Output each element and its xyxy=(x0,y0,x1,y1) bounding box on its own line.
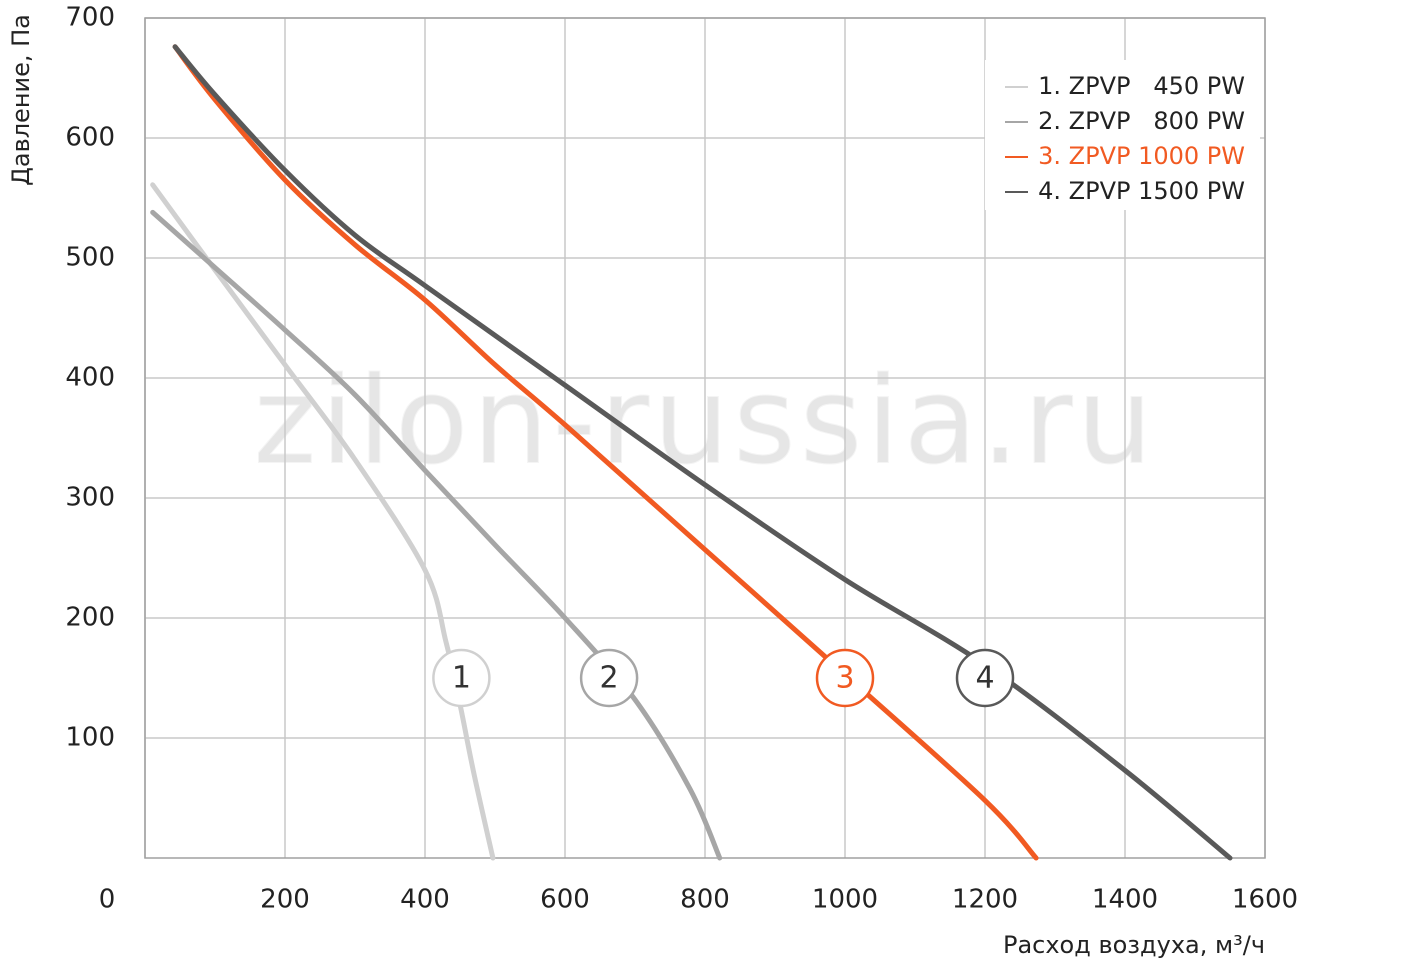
line xyxy=(150,209,723,861)
x-tick-label: 1400 xyxy=(1092,885,1158,915)
plot-frame xyxy=(144,17,1266,859)
x-tick-label: 1200 xyxy=(952,885,1018,915)
legend: 1. ZPVP 450 PW 2. ZPVP 800 PW 3. ZPVP 1000… xyxy=(985,60,1260,210)
annotation-label: 3 xyxy=(835,661,854,696)
annotation-circle xyxy=(579,648,639,708)
legend-label: 2. ZPVP 800 PW xyxy=(1038,107,1245,135)
y-tick-label: 400 xyxy=(65,363,115,393)
x-tick-label: 1600 xyxy=(1232,885,1298,915)
line xyxy=(172,44,1039,861)
watermark: zilon-russia.ru xyxy=(253,353,1156,492)
y-tick-label: 700 xyxy=(65,3,115,33)
y-axis-label: Давление, Па xyxy=(7,14,35,186)
x-tick-label: 200 xyxy=(260,885,310,915)
x-tick-label: 800 xyxy=(680,885,730,915)
legend-box xyxy=(985,60,1260,210)
line xyxy=(172,44,1233,861)
annotation-circle xyxy=(955,648,1015,708)
y-tick-label: 500 xyxy=(65,243,115,273)
y-tick-label: 300 xyxy=(65,483,115,513)
x-tick-label: 400 xyxy=(400,885,450,915)
y-tick-label: 100 xyxy=(65,723,115,753)
x-tick-label: 1000 xyxy=(812,885,878,915)
annotation-circle xyxy=(432,648,491,708)
x-tick-label: 0 xyxy=(99,885,116,915)
annotation-label: 4 xyxy=(975,661,994,696)
annotation-label: 2 xyxy=(600,661,619,696)
x-axis-label: Расход воздуха, м³/ч xyxy=(1003,931,1265,959)
y-tick-label: 600 xyxy=(65,123,115,153)
legend-label: 4. ZPVP 1500 PW xyxy=(1038,177,1245,205)
line xyxy=(150,182,496,861)
x-tick-label: 600 xyxy=(540,885,590,915)
annotation-label: 1 xyxy=(452,661,471,696)
annotation-circle xyxy=(815,648,875,708)
legend-label: 1. ZPVP 450 PW xyxy=(1038,72,1245,100)
legend-label: 3. ZPVP 1000 PW xyxy=(1038,142,1245,170)
y-tick-label: 200 xyxy=(65,603,115,633)
